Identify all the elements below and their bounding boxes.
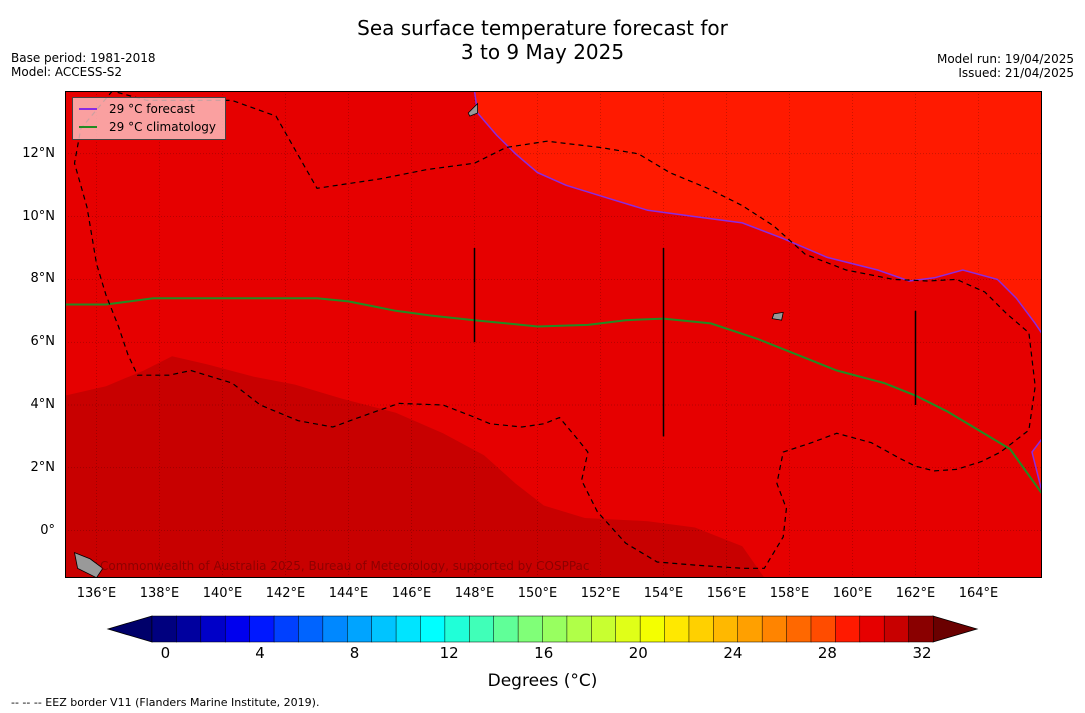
lat-tick-label: 10°N: [22, 208, 55, 224]
credit-watermark: Commonwealth of Australia 2025, Bureau o…: [100, 559, 590, 573]
map-border: [65, 91, 1042, 578]
colorbar-swatch: [591, 615, 617, 643]
colorbar-swatch: [444, 615, 470, 643]
lon-tick-label: 160°E: [832, 586, 873, 601]
colorbar-swatch: [908, 615, 934, 643]
lat-tick-label: 6°N: [30, 334, 56, 350]
colorbar-tick-label: 32: [912, 644, 932, 662]
map-title-line2: 3 to 9 May 2025: [460, 40, 625, 64]
colorbar-swatch: [639, 615, 666, 643]
lon-tick-label: 138°E: [139, 586, 180, 601]
colorbar-swatch: [664, 615, 690, 643]
lon-tick-label: 148°E: [454, 586, 495, 601]
map-title-line1: Sea surface temperature forecast for: [357, 16, 728, 40]
forecast-line-swatch: [79, 108, 97, 110]
sst-band-31: [65, 356, 765, 578]
eez-footnote: -- -- -- EEZ border V11 (Flanders Marine…: [11, 696, 320, 709]
colorbar-swatch: [883, 615, 910, 643]
forecast-legend-label: 29 °C forecast: [109, 102, 195, 116]
colorbar-swatch: [761, 615, 788, 643]
lat-tick-label: 0°: [40, 522, 55, 538]
issued-date: Issued: 21/04/2025: [958, 66, 1074, 80]
colorbar-swatch: [542, 615, 568, 643]
lat-tick-label: 4°N: [30, 397, 56, 412]
colorbar-swatch: [469, 615, 495, 643]
model-run: Model run: 19/04/2025: [936, 52, 1074, 66]
forecast-29-contour: [473, 91, 1042, 334]
colorbar-swatch: [835, 615, 861, 643]
model-name: Model: ACCESS-S2: [11, 65, 123, 79]
lon-tick-label: 154°E: [643, 586, 684, 601]
contour-legend: 29 °C forecast 29 °C climatology: [72, 97, 226, 140]
lon-tick-label: 142°E: [265, 586, 306, 601]
lon-tick-label: 150°E: [517, 586, 558, 601]
island: [467, 102, 479, 117]
lon-tick-label: 136°E: [76, 586, 117, 601]
colorbar-swatch: [688, 615, 714, 643]
lon-tick-label: 144°E: [328, 586, 369, 601]
colorbar-swatch: [859, 615, 885, 643]
colorbar-swatch: [298, 615, 324, 643]
colorbar-swatch: [371, 615, 397, 643]
eez-boundary: [73, 91, 1036, 569]
lon-tick-label: 156°E: [706, 586, 747, 601]
colorbar-tick-label: 4: [255, 644, 265, 662]
colorbar: [106, 615, 979, 643]
colorbar-tick-label: 20: [628, 644, 648, 662]
colorbar-tick-label: 16: [534, 644, 554, 662]
island: [73, 551, 104, 578]
colorbar-swatch: [615, 615, 641, 643]
island: [771, 311, 784, 321]
colorbar-tick-label: 24: [723, 644, 743, 662]
lon-tick-label: 146°E: [391, 586, 432, 601]
colorbar-swatch: [810, 615, 836, 643]
colorbar-swatch: [420, 615, 446, 643]
colorbar-swatch: [176, 615, 202, 643]
lon-tick-label: 152°E: [580, 586, 621, 601]
colorbar-swatch: [713, 615, 739, 643]
climatology-29-contour: [65, 297, 1042, 494]
colorbar-swatch: [347, 615, 373, 643]
sst-map: [65, 91, 1042, 578]
climatology-line-swatch: [79, 126, 97, 128]
colorbar-swatch: [273, 615, 299, 643]
colorbar-tick-label: 28: [817, 644, 837, 662]
colorbar-over-triangle: [932, 615, 979, 643]
lat-tick-label: 8°N: [30, 271, 56, 287]
colorbar-swatch: [224, 615, 251, 643]
base-period: Base period: 1981-2018: [11, 51, 156, 65]
colorbar-swatch: [493, 615, 519, 643]
colorbar-swatch: [395, 615, 422, 643]
colorbar-swatch: [737, 615, 763, 643]
colorbar-swatch: [249, 615, 275, 643]
lat-tick-label: 12°N: [22, 145, 55, 161]
colorbar-tick-label: 8: [349, 644, 360, 662]
colorbar-label: Degrees (°C): [487, 671, 598, 691]
lon-tick-label: 164°E: [958, 586, 999, 601]
lat-tick-label: 2°N: [30, 459, 56, 475]
colorbar-swatch: [517, 615, 544, 643]
climatology-legend-label: 29 °C climatology: [109, 120, 217, 134]
colorbar-swatch: [566, 615, 592, 643]
colorbar-under-triangle: [106, 615, 153, 643]
colorbar-tick-label: 12: [439, 644, 459, 662]
colorbar-swatch: [786, 615, 812, 643]
colorbar-swatch: [151, 615, 177, 643]
colorbar-tick-label: 0: [160, 644, 171, 662]
colorbar-swatch: [200, 615, 226, 643]
sst-map-canvas: [65, 91, 1042, 578]
lon-tick-label: 158°E: [769, 586, 810, 601]
forecast-29-contour-east: [1031, 439, 1042, 490]
colorbar-swatch: [322, 615, 348, 643]
sst-band-29-east: [1032, 439, 1042, 490]
lon-tick-label: 162°E: [895, 586, 936, 601]
sst-band-29-north: [474, 91, 1042, 333]
lon-tick-label: 140°E: [202, 586, 243, 601]
